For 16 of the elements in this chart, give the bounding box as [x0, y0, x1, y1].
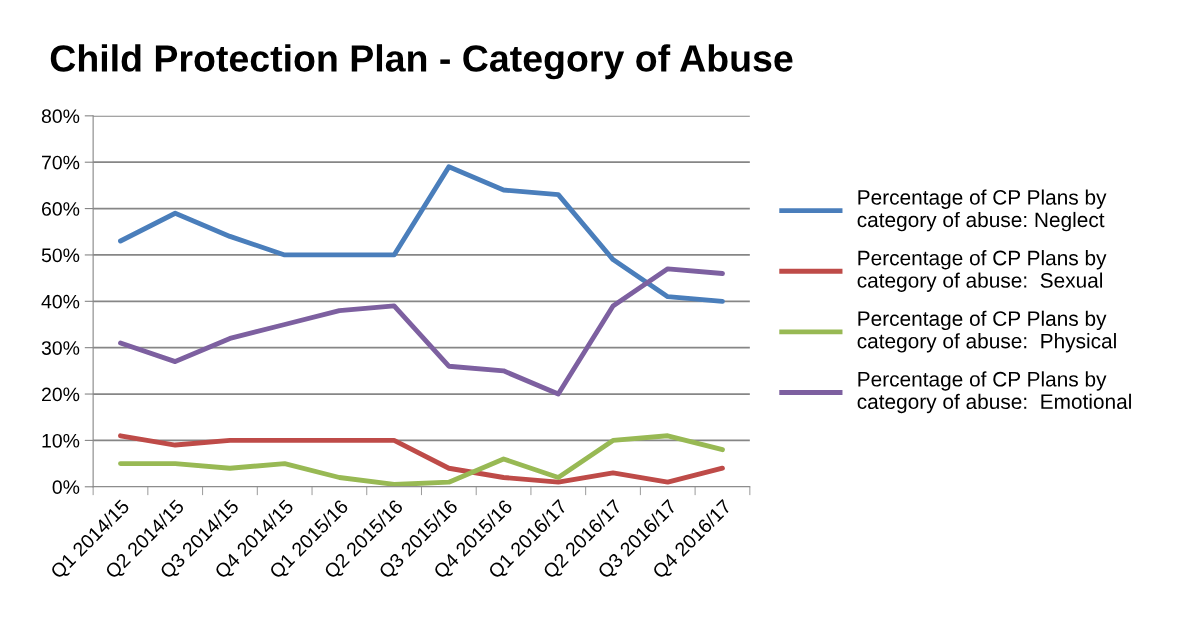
y-tick-label: 30% — [41, 341, 80, 355]
legend-label: Percentage of CP Plans by category of abuse: Physical — [857, 310, 1116, 353]
line-series — [118, 164, 725, 304]
legend-label: Percentage of CP Plans by category of abuse: Emotional — [857, 371, 1131, 414]
y-tick-label: 40% — [41, 294, 80, 309]
legend-label: Percentage of CP Plans by category of abuse: Sexual — [857, 250, 1107, 292]
y-tick-label: 10% — [42, 433, 80, 448]
y-tick-label: 70% — [42, 155, 80, 170]
y-tick-label: 60% — [42, 202, 80, 216]
legend-label: Percentage of CP Plans by category of abuse: Neglect — [857, 189, 1107, 232]
y-tick-label: 50% — [41, 248, 80, 263]
y-tick-label: 20% — [42, 387, 80, 402]
y-tick-label: 0% — [52, 480, 80, 495]
chart-title: Child Protection Plan - Category of Abuse — [50, 44, 793, 80]
y-tick-label: 80% — [41, 109, 80, 124]
line-series — [118, 266, 725, 397]
